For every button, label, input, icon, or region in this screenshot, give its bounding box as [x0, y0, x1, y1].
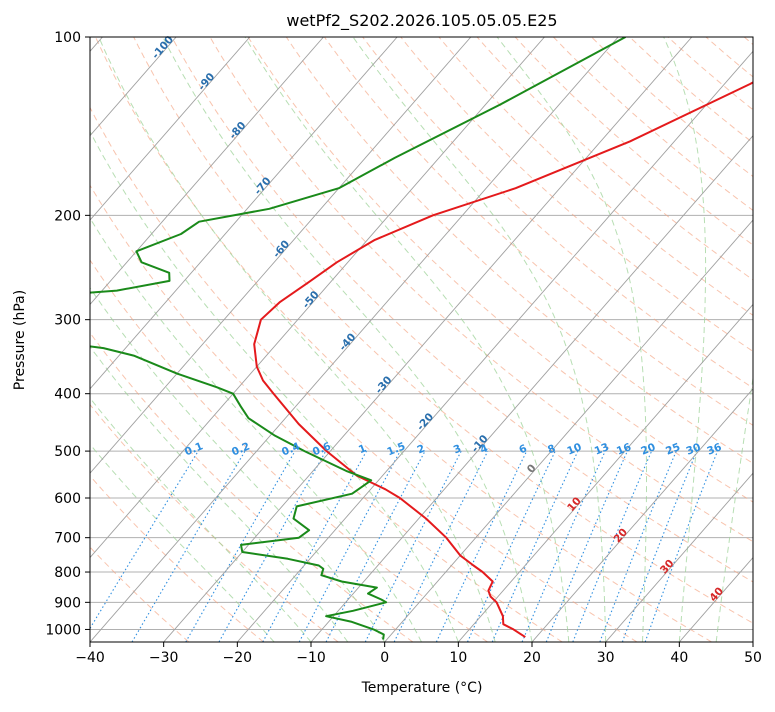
y-axis-label: Pressure (hPa)	[12, 290, 28, 390]
x-tick-label: 0	[380, 650, 389, 666]
isotherm-line	[753, 37, 775, 642]
y-tick-label: 300	[54, 313, 81, 329]
x-tick-label: 20	[523, 650, 541, 666]
x-tick-label: −10	[296, 650, 326, 666]
y-tick-label: 100	[54, 30, 81, 46]
x-tick-label: −40	[75, 650, 105, 666]
y-tick-label: 200	[54, 208, 81, 224]
x-tick-label: −30	[149, 650, 179, 666]
x-tick-label: 40	[670, 650, 688, 666]
y-tick-label: 1000	[45, 622, 81, 638]
x-tick-label: 50	[744, 650, 762, 666]
y-tick-label: 700	[54, 531, 81, 547]
x-axis-label: Temperature (°C)	[361, 680, 483, 696]
x-tick-label: 10	[449, 650, 467, 666]
y-tick-label: 800	[54, 565, 81, 581]
moist-adiabat	[753, 37, 775, 642]
y-tick-label: 500	[54, 444, 81, 460]
plot-area	[90, 37, 753, 642]
x-tick-label: 30	[597, 650, 615, 666]
y-tick-label: 600	[54, 491, 81, 507]
y-tick-label: 900	[54, 595, 81, 611]
y-tick-label: 400	[54, 387, 81, 403]
x-tick-label: −20	[223, 650, 253, 666]
chart-title: wetPf2_S202.2026.105.05.05.E25	[286, 11, 557, 31]
